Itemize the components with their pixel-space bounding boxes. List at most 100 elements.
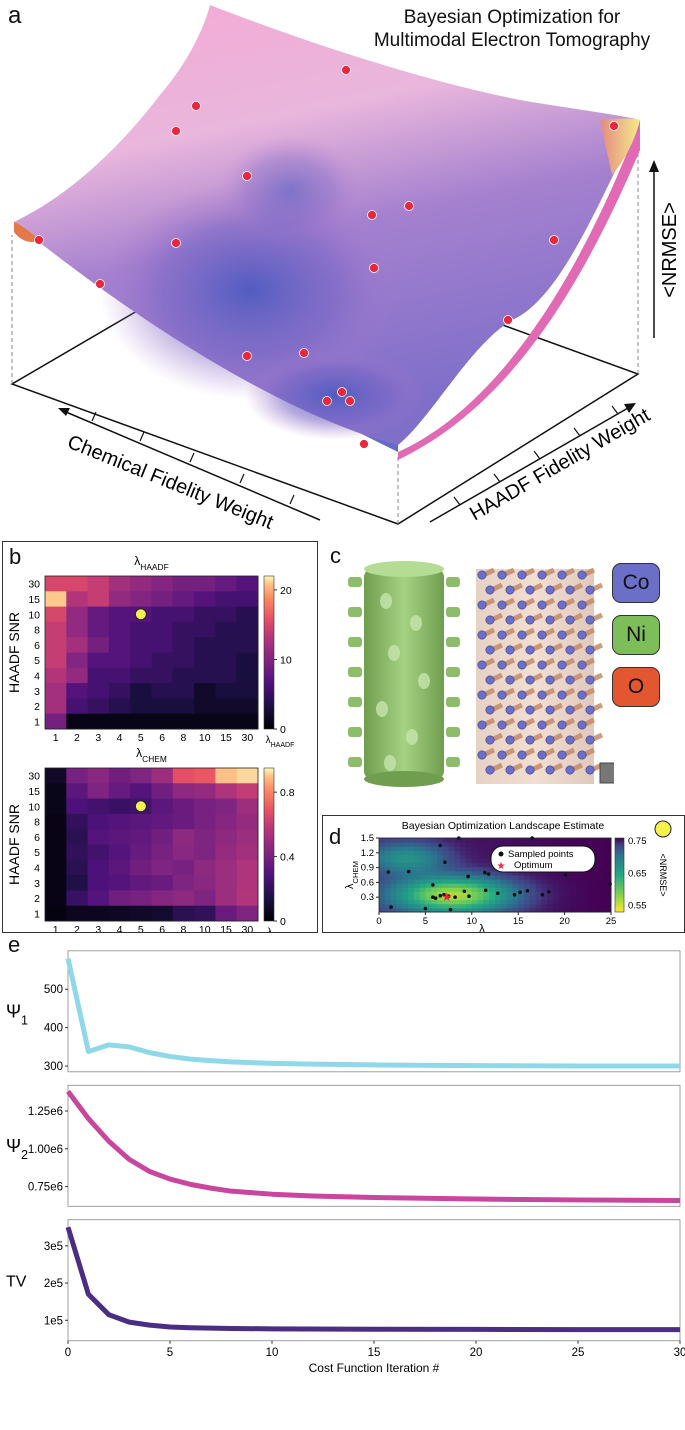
sampled-point: [457, 836, 461, 840]
heatmap-cell: [108, 768, 131, 784]
sample-point: [95, 279, 105, 289]
co-atom: [505, 645, 515, 655]
co-atom: [485, 735, 495, 745]
loss-curve-tv: [65, 1226, 680, 1333]
co-atom: [517, 630, 527, 640]
sample-point: [609, 121, 619, 131]
heatmap-cell: [66, 698, 88, 715]
co-atom: [485, 705, 495, 715]
heatmap-cell: [236, 683, 259, 699]
heatmap-cell: [172, 683, 195, 699]
co-atom: [485, 675, 495, 685]
sampled-point: [462, 889, 467, 894]
heatmap-cell: [87, 875, 110, 891]
heatmap-cell: [172, 621, 195, 638]
heatmap-cell: [172, 875, 195, 891]
legend-points-label: Sampled points: [508, 849, 574, 860]
heatmap-ytick-label: 30: [28, 579, 40, 591]
loss-ytick-label: 1.00e6: [28, 1144, 63, 1156]
heatmap-cell: [108, 667, 131, 684]
heatmap-xtick-label: 1: [53, 924, 59, 932]
landscape-ytick-label: 1.2: [361, 848, 374, 859]
heatmap-xtick-label: 5: [138, 732, 144, 744]
co-atom: [497, 660, 507, 670]
legend-point-icon: [498, 851, 504, 857]
co-atom: [477, 720, 487, 730]
heatmap-cell: [236, 713, 259, 730]
heatmap-xtick-label: 6: [159, 924, 165, 932]
heatmap-cell: [194, 829, 216, 845]
heatmap-ylabel-bottom: HAADF SNR: [6, 804, 22, 885]
co-atom: [477, 630, 487, 640]
loss-xtick-label: 0: [65, 1347, 71, 1359]
sampled-point: [386, 870, 391, 874]
heatmap-cell: [108, 606, 131, 623]
sampled-point: [563, 873, 568, 877]
panel-a: a Bayesian Optimization for Multimodal E…: [0, 0, 685, 530]
co-atom: [557, 570, 567, 580]
heatmap-xtick-label: 10: [199, 732, 211, 744]
heatmap-cell: [66, 621, 88, 638]
heatmap-xtick-label: 2: [74, 732, 80, 744]
co-atom: [565, 645, 575, 655]
co-atom: [545, 735, 555, 745]
sample-point: [299, 348, 309, 358]
sample-point: [242, 351, 252, 361]
heatmap-cell: [194, 637, 216, 653]
heatmap-cell: [151, 768, 174, 784]
sample-point: [34, 235, 44, 245]
heatmap-cell: [172, 829, 195, 845]
ni-cylinder: [348, 561, 460, 787]
heatmap-cell: [194, 576, 216, 592]
heatmap-cell: [87, 829, 110, 845]
heatmap-cell: [130, 621, 152, 638]
colorbar-tick-label: 0: [280, 916, 286, 928]
heatmap-cell: [236, 652, 259, 669]
surface-plot-title-line2: Multimodal Electron Tomography: [373, 30, 651, 51]
optimum-marker: [134, 608, 147, 621]
surface-sample-points: [34, 65, 619, 449]
heatmap-cell: [87, 859, 110, 876]
co-atom: [545, 645, 555, 655]
heatmap-cell: [172, 637, 195, 653]
heatmap-cell: [151, 606, 174, 623]
z-axis-label: <NRMSE>: [659, 202, 681, 298]
co-atom: [537, 600, 547, 610]
heatmap-cell: [236, 698, 259, 715]
heatmap-cell: [151, 890, 174, 907]
legend-star-icon: ★: [497, 861, 506, 872]
heatmap-cell: [130, 667, 152, 684]
sampled-point: [442, 892, 446, 897]
heatmap-cell: [66, 637, 88, 653]
heatmap-cell: [45, 844, 67, 861]
landscape-colorbar: [614, 837, 625, 913]
sampled-point: [525, 888, 530, 893]
co-atom: [485, 615, 495, 625]
heatmap-cell: [66, 652, 88, 669]
loss-plot-frame: [67, 950, 681, 1073]
heatmap-cell: [45, 859, 67, 876]
heatmap-cell: [108, 713, 131, 730]
loss-ytick-label: 1e5: [44, 1315, 63, 1327]
heatmap-cell: [215, 621, 238, 638]
loss-plot-frame: [67, 1084, 681, 1207]
sample-point: [191, 101, 201, 111]
heatmap-ytick-label: 10: [28, 609, 40, 621]
heatmap-cell: [151, 829, 174, 845]
heatmap-title: λHAADF: [134, 554, 168, 572]
co-atom: [557, 660, 567, 670]
co-atom: [537, 690, 547, 700]
heatmap-cell: [215, 591, 238, 607]
heatmap-cell: [194, 667, 216, 684]
heatmap-xtick-label: 5: [138, 924, 144, 932]
co-atom: [577, 690, 587, 700]
co-atom: [577, 720, 587, 730]
landscape-ylabel: λCHEM: [344, 861, 360, 889]
sample-point: [337, 387, 347, 397]
heatmap-cell: [151, 667, 174, 684]
sampled-point: [389, 905, 393, 909]
co-atom: [497, 690, 507, 700]
landscape-ytick-label: 0.3: [361, 892, 374, 903]
heatmap-xtick-label: 15: [220, 732, 232, 744]
heatmap-cell: [215, 667, 238, 684]
